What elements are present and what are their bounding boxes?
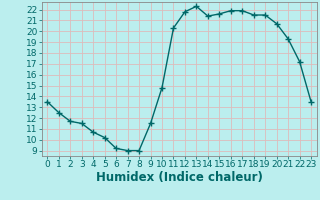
- X-axis label: Humidex (Indice chaleur): Humidex (Indice chaleur): [96, 171, 263, 184]
